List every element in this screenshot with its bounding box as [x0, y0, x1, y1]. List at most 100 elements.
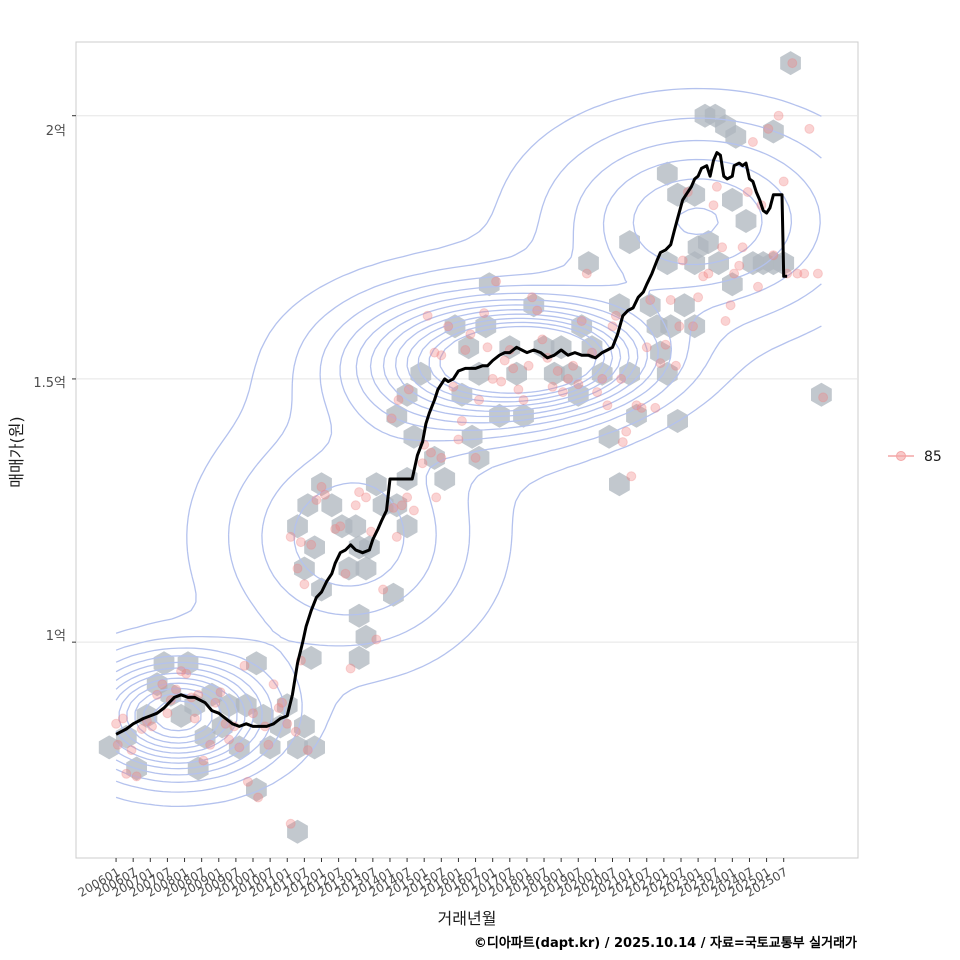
hexbin-cell [656, 161, 678, 186]
scatter-point [641, 342, 652, 353]
scatter-point [677, 255, 688, 266]
scatter-point [436, 452, 447, 463]
scatter-point [345, 663, 356, 674]
scatter-point [350, 500, 361, 511]
scatter-point [335, 521, 346, 532]
scatter-point [371, 634, 382, 645]
hexbin-cell [735, 209, 757, 233]
scatter-points [111, 58, 829, 829]
scatter-point [436, 350, 447, 361]
hexbin-cell [506, 361, 527, 386]
scatter-point [568, 360, 579, 371]
scatter-point [645, 295, 656, 305]
scatter-point [581, 268, 592, 279]
scatter-point [617, 437, 628, 448]
scatter-point [720, 316, 731, 326]
scatter-point [513, 384, 524, 395]
scatter-point [295, 537, 306, 548]
scatter-point [429, 347, 440, 358]
hexbin-cell [609, 293, 630, 318]
scatter-point [474, 395, 484, 405]
hexbin-cell [300, 645, 322, 670]
scatter-point [460, 345, 471, 355]
scatter-point [792, 268, 803, 279]
scatter-point [737, 242, 748, 253]
scatter-point [242, 776, 253, 787]
scatter-point [563, 373, 573, 384]
scatter-point [674, 321, 685, 332]
scatter-point [499, 355, 510, 366]
scatter-point [277, 697, 288, 708]
scatter-point [482, 342, 493, 353]
scatter-point [386, 413, 397, 424]
hexbin-cell [365, 472, 387, 497]
scatter-point [725, 300, 736, 311]
scatter-point [131, 771, 142, 782]
hexbin-cell [287, 514, 308, 539]
scatter-point [319, 489, 330, 500]
scatter-point [711, 181, 722, 192]
scatter-point [496, 376, 507, 387]
scatter-point [417, 458, 428, 469]
x-axis-ticks: 2006012006072007012007072008012008072009… [76, 858, 790, 900]
hexbin-cell [348, 645, 370, 670]
scatter-point [239, 660, 250, 671]
scatter-point [527, 292, 538, 303]
legend-key-point [896, 451, 906, 461]
scatter-point [573, 379, 584, 390]
hexbin-cell [348, 603, 370, 628]
scatter-point [670, 360, 681, 371]
scatter-point [330, 524, 341, 534]
density-contour-line [115, 117, 822, 793]
hexbin-cell [355, 556, 377, 581]
scatter-point [453, 434, 464, 445]
y-tick-label-3: 2억 [46, 124, 66, 139]
scatter-point [465, 329, 476, 340]
scatter-point [263, 739, 274, 750]
hexbin-cell [571, 314, 593, 339]
scatter-point [354, 487, 365, 498]
hexbin-cell [294, 556, 315, 581]
hexbin-cell [424, 445, 445, 470]
scatter-point [198, 755, 209, 766]
scatter-point [763, 123, 774, 134]
density-contour-line [115, 304, 639, 759]
scatter-point [408, 505, 419, 516]
hexbin-cell [722, 187, 743, 212]
scatter-point [282, 718, 293, 729]
hexbin-cell [722, 272, 743, 297]
scatter-point [753, 281, 763, 292]
density-contour-line [115, 178, 763, 770]
density-contour-line [115, 158, 793, 776]
hexbin-cell [434, 467, 456, 491]
scatter-point [285, 818, 296, 829]
density-contour-line [126, 313, 622, 749]
y-tick-label-1: 1억 [46, 629, 66, 644]
scatter-point [176, 666, 187, 677]
scatter-point [616, 373, 627, 384]
hexbin-cell [674, 293, 695, 318]
scatter-point [650, 402, 661, 413]
scatter-point [708, 200, 719, 211]
scatter-point [378, 584, 389, 595]
scatter-point [818, 392, 829, 403]
scatter-point [621, 426, 632, 437]
scatter-point [610, 310, 621, 321]
scatter-point [592, 387, 603, 398]
density-contour-line [143, 321, 606, 739]
scatter-point [112, 739, 123, 750]
hexbin-cell [403, 424, 425, 449]
scatter-point [126, 745, 137, 756]
density-contour-line [115, 207, 719, 764]
hexbin-cell [656, 361, 678, 386]
hexbin-cell [252, 703, 274, 728]
scatter-point [734, 260, 745, 271]
plot-panel [72, 41, 859, 859]
hexbin-cell [639, 293, 661, 318]
hexbin-cell [304, 535, 325, 560]
hexbin-cell [345, 514, 367, 539]
scatter-point [636, 402, 647, 413]
scatter-point [532, 305, 543, 316]
scatter-point [729, 268, 740, 279]
